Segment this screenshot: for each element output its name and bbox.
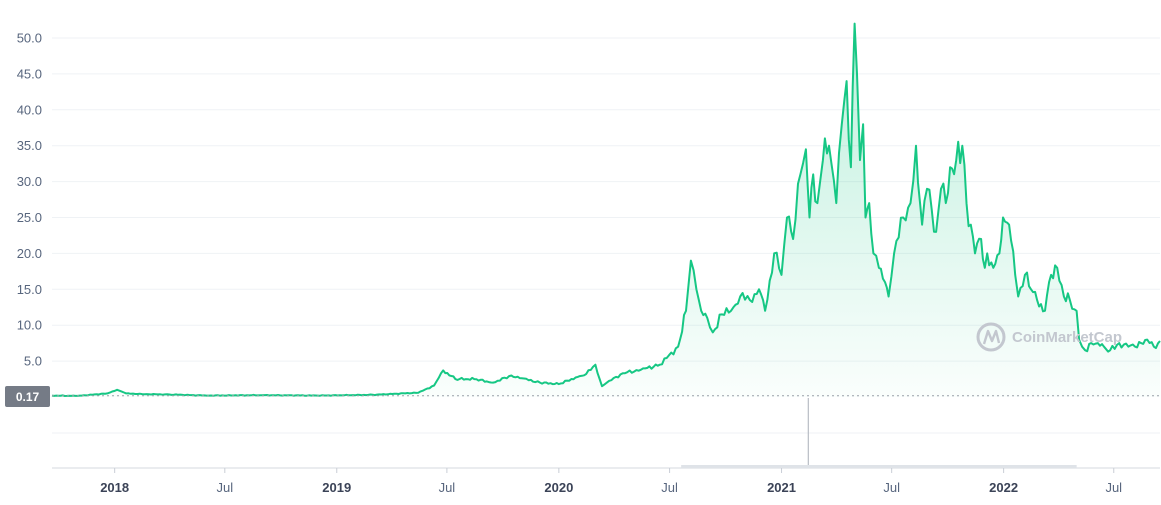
y-tick-label: 20.0 [17,246,42,261]
x-tick-label: 2021 [767,480,796,495]
x-tick-label: Jul [661,480,678,495]
coinmarketcap-logo-icon [976,322,1006,352]
y-tick-label: 40.0 [17,102,42,117]
current-price-label: 0.17 [16,390,40,404]
x-tick-label: 2018 [100,480,129,495]
y-tick-label: 30.0 [17,174,42,189]
y-tick-label: 15.0 [17,282,42,297]
price-area-layer [51,22,1161,397]
x-tick-label: Jul [1105,480,1122,495]
y-tick-label: 45.0 [17,66,42,81]
x-tick-label: Jul [216,480,233,495]
volume-bars [681,398,1077,468]
x-tick-label: 2019 [322,480,351,495]
y-tick-label: 50.0 [17,31,42,46]
current-price-badge: 0.17 [5,386,50,407]
x-axis-ticks: 2018 Jul 2019 Jul 2020 Jul 2021 Jul 2022 Jul [100,468,1122,495]
x-tick-label: 2020 [544,480,573,495]
y-axis-ticks: 5.0 10.0 15.0 20.0 25.0 30.0 35.0 40.0 45.0 50.0 [17,31,42,369]
x-tick-label: Jul [439,480,456,495]
x-tick-label: Jul [883,480,900,495]
watermark-text: CoinMarketCap [1012,329,1122,346]
watermark: CoinMarketCap [976,322,1122,352]
y-tick-label: 35.0 [17,138,42,153]
y-tick-label: 25.0 [17,210,42,225]
price-area-fill [52,23,1160,397]
grid-lines [52,37,1160,469]
y-tick-label: 5.0 [24,354,42,369]
x-tick-label: 2022 [989,480,1018,495]
y-tick-label: 10.0 [17,318,42,333]
volume-bars-band [681,465,1077,468]
